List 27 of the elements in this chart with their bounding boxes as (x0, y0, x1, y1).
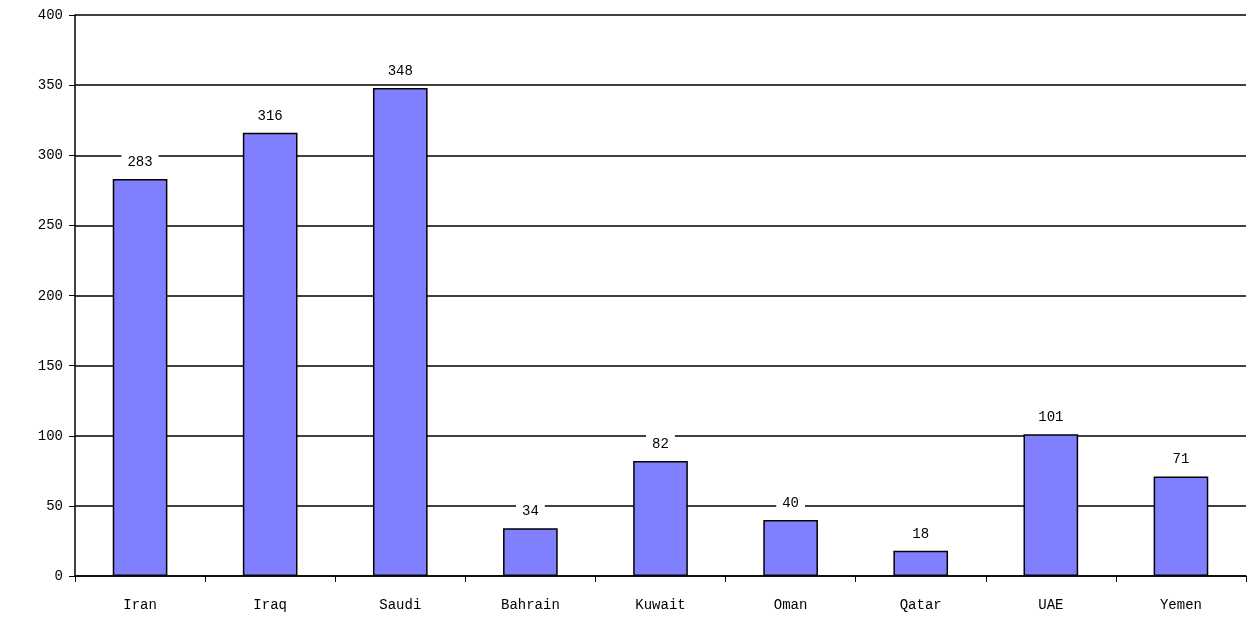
y-tick-label: 0 (54, 568, 63, 584)
y-tick-label: 400 (37, 7, 63, 23)
data-label: 71 (1172, 451, 1190, 468)
y-tick-label: 350 (37, 77, 63, 94)
data-label: 82 (652, 435, 669, 452)
x-tick-label: Qatar (899, 597, 942, 613)
data-label: 18 (912, 525, 930, 542)
x-tick-label: Oman (773, 597, 808, 613)
x-tick-label: UAE (1038, 597, 1064, 613)
y-tick-label: 50 (46, 497, 63, 514)
y-tick-label: 100 (37, 427, 63, 444)
data-label: 40 (782, 494, 800, 511)
data-label: 283 (127, 154, 153, 171)
x-tick-label: Yemen (1159, 597, 1202, 613)
x-tick-label: Kuwait (635, 597, 686, 613)
x-tick-label: Saudi (379, 597, 422, 613)
data-label: 348 (387, 62, 413, 79)
x-tick-label: Iraq (253, 597, 287, 613)
y-tick-label: 200 (37, 287, 63, 304)
data-label: 316 (257, 107, 283, 124)
y-tick-label: 150 (37, 357, 63, 374)
y-tick-label: 250 (37, 217, 63, 234)
x-tick-label: Iran (123, 597, 157, 613)
data-label: 101 (1038, 409, 1064, 426)
y-tick-label: 300 (37, 147, 63, 164)
x-tick-label: Bahrain (500, 597, 560, 613)
data-label: 34 (521, 503, 539, 520)
